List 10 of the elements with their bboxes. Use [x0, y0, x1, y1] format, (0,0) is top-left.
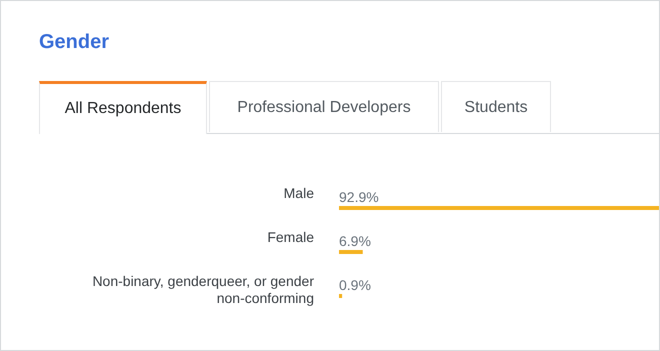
text: Professional Developers: [209, 81, 439, 132]
y-tick-label: Female: [267, 229, 314, 245]
data-label: 92.9%: [339, 189, 379, 205]
text: All Respondents: [39, 81, 207, 134]
y-tick-label: Male: [284, 185, 314, 201]
data-label: 0.9%: [339, 277, 371, 293]
text: Gender: [39, 31, 110, 54]
text: Students: [441, 81, 551, 132]
data-label: 6.9%: [339, 233, 371, 249]
y-tick-label: Non-binary, genderqueer, or gender non-conforming: [92, 273, 314, 306]
